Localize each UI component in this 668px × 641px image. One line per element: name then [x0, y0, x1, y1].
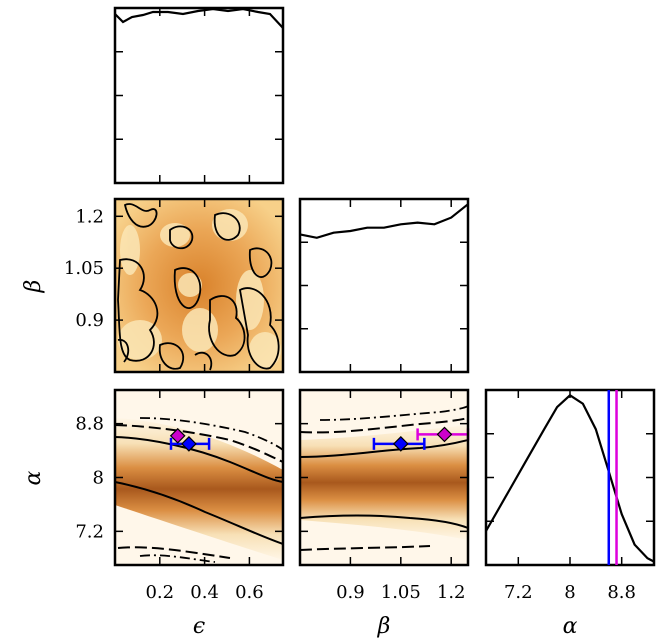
- epsilon-hist-line: [114, 7, 284, 29]
- tick-labels: 0.2 0.4 0.6 0.9 1.05 1.2 7.2 8 8.8 0.9 1.05 1.2 7.2 8…: [64, 206, 636, 603]
- x-tick-label: 7.2: [504, 582, 533, 603]
- point-marker-0: [392, 435, 409, 452]
- panel-epsilon-beta: [113, 197, 285, 374]
- eps-alpha-markers: [169, 427, 211, 452]
- x-axis-label-epsilon: ϵ: [193, 614, 205, 639]
- point-marker-1: [436, 426, 453, 443]
- x-tick-label: 8.8: [607, 582, 636, 603]
- x-tick-label: 1.2: [437, 582, 466, 603]
- y-tick-label: 8.8: [75, 414, 104, 435]
- x-tick-label: 0.4: [190, 582, 219, 603]
- x-tick-label: 0.6: [235, 582, 264, 603]
- x-axis-label-beta: β: [377, 614, 391, 639]
- x-axis-label-alpha: α: [563, 614, 578, 639]
- alpha-hist-line: [485, 393, 655, 563]
- panel-alpha-hist: [484, 388, 656, 567]
- panel-epsilon-alpha: [113, 388, 285, 567]
- panel-epsilon-hist: [113, 6, 285, 185]
- beta-hist-line: [299, 203, 469, 239]
- point-marker-0: [181, 435, 197, 452]
- y-tick-label: 0.9: [75, 310, 104, 331]
- x-tick-label: 0.2: [145, 582, 174, 603]
- y-axis-label-beta: β: [21, 280, 46, 294]
- y-tick-label: 1.2: [75, 206, 104, 227]
- x-tick-label: 1.05: [381, 582, 421, 603]
- panel-beta-hist: [298, 197, 470, 374]
- panel-beta-alpha: [298, 388, 470, 567]
- x-tick-label: 8: [564, 582, 575, 603]
- tick-marks: [115, 8, 654, 565]
- y-axis-label-alpha: α: [21, 470, 46, 485]
- point-marker-1: [169, 427, 186, 444]
- y-tick-label: 1.05: [64, 258, 104, 279]
- x-tick-label: 0.9: [336, 582, 365, 603]
- y-tick-label: 7.2: [75, 521, 104, 542]
- y-tick-label: 8: [93, 468, 104, 489]
